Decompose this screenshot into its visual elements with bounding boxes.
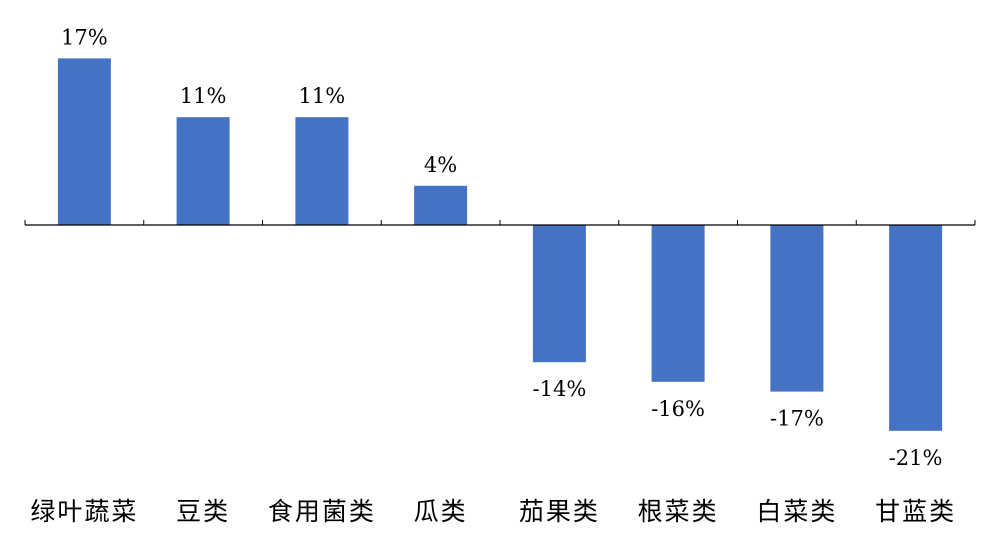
category-label-6: 白菜类 [756, 497, 837, 526]
category-label-7: 甘蓝类 [875, 497, 956, 526]
category-label-5: 根菜类 [638, 497, 719, 526]
data-label-5: -16% [651, 397, 705, 421]
bar-5 [651, 225, 705, 382]
category-label-1: 豆类 [176, 497, 230, 526]
data-label-2: 11% [299, 84, 346, 108]
bar-0 [57, 58, 111, 226]
category-label-2: 食用菌类 [268, 497, 376, 526]
bar-3 [414, 185, 468, 225]
bar-4 [532, 225, 586, 363]
data-label-7: -21% [889, 446, 943, 470]
category-labels-group: 绿叶蔬菜 豆类 食用菌类 瓜类 茄果类 根菜类 白菜类 甘蓝类 [30, 497, 956, 526]
data-label-0: 17% [61, 25, 108, 49]
data-label-4: -14% [533, 377, 587, 401]
bars-group [57, 58, 943, 431]
ticks-group [24, 220, 976, 225]
category-label-0: 绿叶蔬菜 [30, 497, 138, 526]
bar-2 [295, 117, 349, 225]
bar-1 [176, 117, 230, 225]
data-label-3: 4% [424, 153, 457, 177]
bar-6 [770, 225, 824, 392]
data-labels-group: 17% 11% 11% 4% -14% -16% -17% -21% [61, 25, 942, 469]
bar-7 [889, 225, 943, 431]
data-label-6: -17% [770, 407, 824, 431]
category-label-4: 茄果类 [519, 497, 600, 526]
category-label-3: 瓜类 [414, 497, 468, 526]
data-label-1: 11% [180, 84, 227, 108]
